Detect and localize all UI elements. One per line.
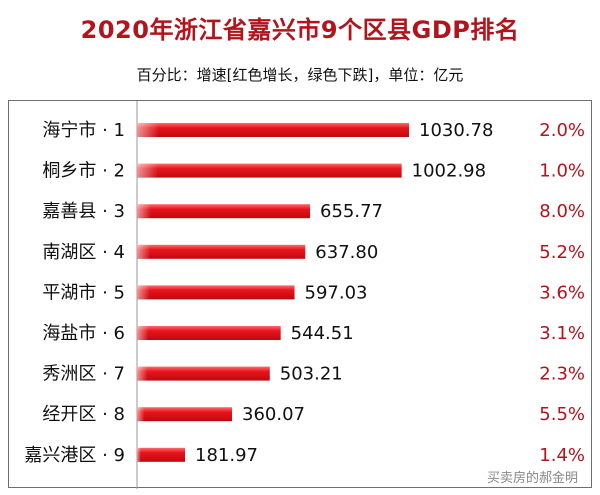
bar-highlight (137, 447, 186, 462)
growth-label: 3.6% (539, 282, 585, 303)
value-label: 597.03 (305, 282, 368, 303)
chart-frame: 海宁市 · 1 1030.78 2.0% 桐乡市 · 2 1002.98 1.0% 嘉善县 … (8, 100, 592, 489)
value-label: 181.97 (195, 445, 258, 466)
growth-label: 5.2% (539, 242, 585, 263)
value-label: 544.51 (291, 323, 354, 344)
category-label: 平湖市 · 5 (42, 282, 125, 303)
category-label: 经开区 · 8 (42, 404, 125, 425)
watermark: 买卖房的郝金明 (482, 466, 582, 487)
bar-highlight (137, 285, 295, 300)
bar-highlight (137, 244, 306, 259)
chart-title: 2020年浙江省嘉兴市9个区县GDP排名 (80, 16, 520, 44)
bar-highlight (137, 366, 270, 381)
growth-label: 2.3% (539, 364, 585, 385)
value-label: 360.07 (242, 404, 305, 425)
category-label: 南湖区 · 4 (42, 242, 125, 263)
category-label: 海盐市 · 6 (42, 323, 125, 344)
bar-highlight (137, 204, 311, 219)
category-label: 海宁市 · 1 (42, 120, 125, 141)
value-label: 637.80 (315, 242, 378, 263)
bar-highlight (137, 123, 409, 137)
category-label: 嘉兴港区 · 9 (24, 445, 125, 466)
bar-highlight (137, 407, 233, 422)
chart-subtitle: 百分比：增速[红色增长，绿色下跌]，单位：亿元 (136, 66, 464, 84)
category-label: 嘉善县 · 3 (42, 201, 125, 222)
value-label: 1030.78 (419, 120, 493, 141)
value-label: 1002.98 (412, 161, 486, 182)
growth-label: 1.0% (539, 161, 585, 182)
value-label: 655.77 (320, 201, 383, 222)
growth-label: 8.0% (539, 201, 585, 222)
bar-highlight (137, 326, 281, 340)
growth-label: 3.1% (539, 323, 585, 344)
growth-label: 1.4% (539, 445, 585, 466)
category-label: 桐乡市 · 2 (42, 161, 125, 182)
bar-highlight (137, 163, 402, 178)
growth-label: 2.0% (539, 120, 585, 141)
value-label: 503.21 (280, 364, 343, 385)
bar-chart: 海宁市 · 1 1030.78 2.0% 桐乡市 · 2 1002.98 1.0% 嘉善县 … (24, 101, 585, 489)
growth-label: 5.5% (539, 404, 585, 425)
category-label: 秀洲区 · 7 (42, 364, 125, 385)
